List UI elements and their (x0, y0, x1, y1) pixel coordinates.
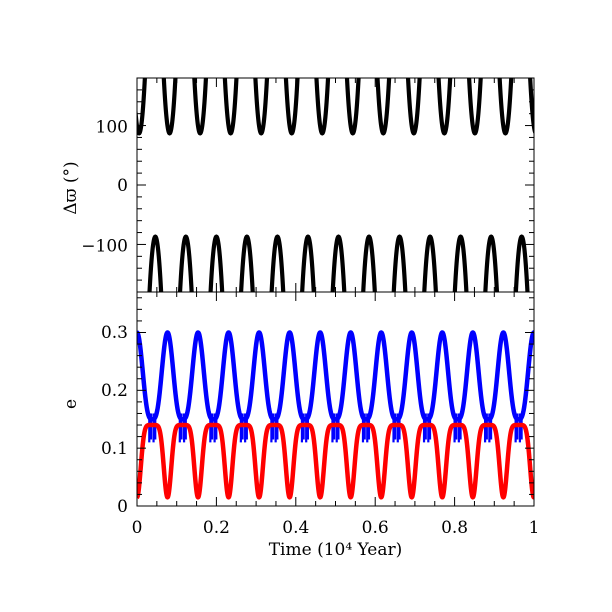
dvarpi-upper-arc (161, 78, 178, 136)
top-y-axis-label: Δϖ (°) (61, 161, 81, 214)
dvarpi-upper-arc (344, 78, 361, 136)
bottom-x-axis-label: Time (10⁴ Year) (269, 540, 403, 560)
bottom-x-tick-labels: 0 0.2 0.4 0.6 0.8 1 (132, 518, 540, 538)
dvarpi-upper-arc (314, 78, 331, 136)
x-tick-label: 1 (529, 518, 540, 538)
dvarpi-lower-arc (483, 234, 500, 292)
dvarpi-upper-arc (436, 78, 453, 136)
dvarpi-upper-arc (375, 78, 392, 136)
dvarpi-lower-arc (422, 234, 438, 292)
x-tick-label: 0.2 (203, 518, 230, 538)
dvarpi-lower-arc (300, 234, 316, 292)
dvarpi-upper-arc (467, 78, 483, 136)
bottom-y-tick-label: 0 (117, 497, 128, 517)
dvarpi-lower-arc (391, 234, 408, 292)
x-tick-label: 0 (132, 518, 143, 538)
series-delta-varpi (137, 78, 558, 292)
bottom-y-tick-labels: 0 0.1 0.2 0.3 (101, 323, 128, 517)
eccentricity-red-line (137, 422, 534, 500)
top-y-tick-label: 100 (96, 118, 128, 138)
eccentricity-blue-line (137, 330, 534, 422)
dvarpi-lower-arc (330, 234, 347, 292)
dvarpi-upper-arc (192, 78, 209, 136)
top-y-tick-label: 0 (117, 176, 128, 196)
dvarpi-lower-arc (147, 234, 164, 292)
top-y-tick-label: −100 (81, 236, 128, 256)
dvarpi-upper-arc (405, 78, 422, 136)
dvarpi-upper-arc (222, 78, 239, 136)
dvarpi-upper-arc (253, 78, 270, 136)
top-axis-ticks (136, 77, 535, 293)
dvarpi-lower-arc (269, 234, 286, 292)
bottom-y-tick-label: 0.1 (101, 439, 128, 459)
x-tick-label: 0.8 (441, 518, 468, 538)
dvarpi-lower-arc (208, 234, 225, 292)
x-tick-label: 0.4 (282, 518, 309, 538)
panel-top: −100 0 100 Δϖ (°) (61, 77, 558, 293)
bottom-y-axis-label: e (61, 399, 81, 409)
dvarpi-upper-arc (283, 78, 300, 136)
bottom-y-tick-label: 0.3 (101, 323, 128, 343)
dvarpi-lower-arc (239, 234, 255, 292)
dvarpi-lower-arc (546, 237, 558, 292)
bottom-y-tick-label: 0.2 (101, 381, 128, 401)
x-tick-label: 0.6 (362, 518, 389, 538)
dvarpi-lower-arc (513, 234, 530, 292)
dvarpi-upper-arc (528, 78, 534, 135)
dvarpi-lower-arc (452, 234, 469, 292)
dvarpi-lower-arc (177, 234, 194, 292)
dvarpi-upper-arc (137, 78, 147, 136)
dvarpi-lower-arc (361, 234, 377, 292)
top-y-tick-labels: −100 0 100 (81, 118, 128, 257)
panel-bottom: 0 0.1 0.2 0.3 0 0.2 0.4 0.6 0.8 1 Time (… (61, 291, 540, 560)
bottom-axis-ticks (136, 292, 535, 507)
series-eccentricity (137, 330, 534, 500)
dvarpi-upper-arc (497, 78, 514, 136)
